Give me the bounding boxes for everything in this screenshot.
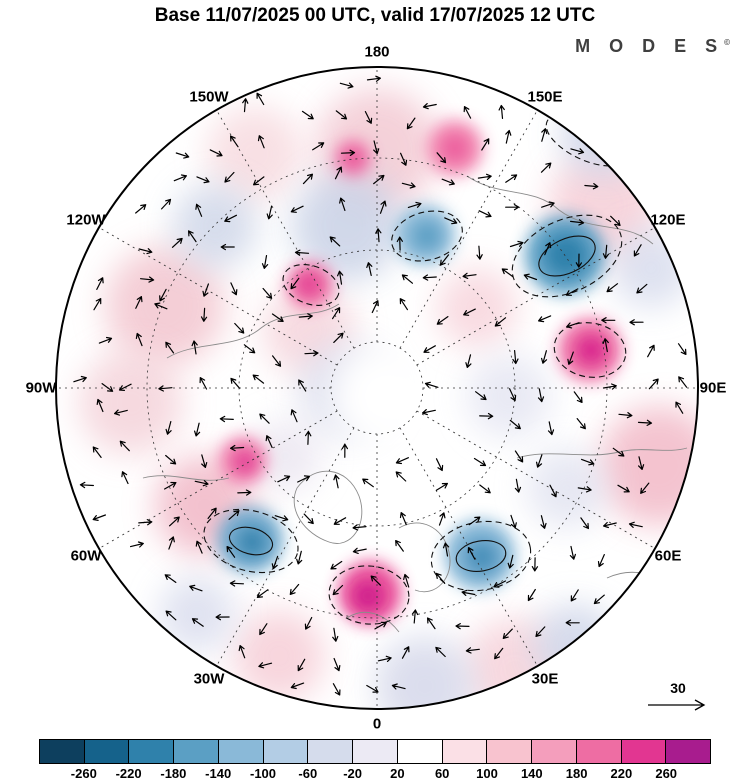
colorbar-tick: -180 [160, 766, 187, 781]
colorbar-cell [217, 740, 263, 763]
modes-logo-text: M O D E S [575, 36, 725, 56]
colorbar-cell [128, 740, 174, 763]
colorbar-cell [83, 740, 129, 763]
colorbar-cell [531, 740, 576, 763]
colorbar-cell [620, 740, 666, 763]
page-title: Base 11/07/2025 00 UTC, valid 17/07/2025… [154, 5, 596, 26]
colorbar-tick: -100 [249, 766, 277, 781]
colorbar-cell [575, 740, 621, 763]
graticule [57, 68, 697, 708]
colorbar-cell [441, 740, 487, 763]
colorbar-tick: -140 [205, 766, 232, 781]
colorbar-cell [40, 740, 84, 763]
colorbar-tick: 20 [390, 766, 405, 781]
colorbar-tick: 140 [520, 766, 543, 781]
colorbar-tick: 100 [476, 766, 498, 781]
colorbar-tick: 180 [565, 766, 588, 781]
modes-logo: M O D E S© [575, 36, 730, 57]
wind-scale-arrow-icon [648, 699, 706, 711]
colorbar-bar [39, 739, 711, 764]
contour-lines [203, 113, 629, 625]
coastlines [142, 175, 688, 633]
polar-map [55, 66, 699, 710]
colorbar-cell [307, 740, 353, 763]
lon-label-0: 0 [372, 715, 382, 733]
colorbar-tick: -60 [298, 766, 318, 781]
copyright-icon: © [724, 38, 730, 47]
colorbar-tick: 60 [434, 766, 450, 781]
wind-scale: 30 [642, 680, 714, 716]
colorbar-tick: -20 [343, 766, 362, 781]
colorbar-cell [262, 740, 308, 763]
colorbar-cell [665, 740, 711, 763]
map-border [55, 66, 699, 710]
colorbar-tick: 260 [655, 766, 678, 781]
colorbar-ticks: -260 -220 -180 -140 -100 -60 -20 20 60 100 140 180 2… [39, 766, 711, 782]
colorbar-cell [173, 740, 218, 763]
colorbar-tick: 220 [610, 766, 633, 781]
colorbar-cell [396, 740, 442, 763]
colorbar-tick: -220 [115, 766, 142, 781]
colorbar-tick: -260 [70, 766, 97, 781]
colorbar-cell [486, 740, 532, 763]
colorbar-cell [352, 740, 397, 763]
wind-arrows [73, 75, 688, 696]
wind-scale-value: 30 [670, 680, 686, 696]
